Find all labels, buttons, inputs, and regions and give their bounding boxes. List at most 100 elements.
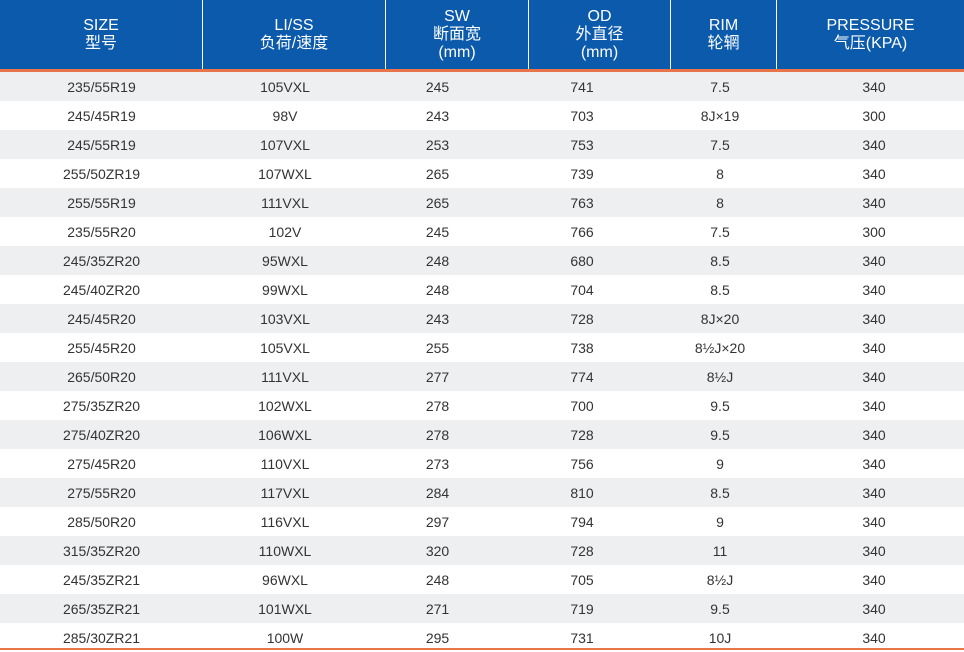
cell-od: 739 [570,165,594,182]
header-rim-en: RIM [708,16,739,34]
cell-od: 728 [570,542,594,559]
cell-od: 728 [570,426,594,443]
cell-od: 680 [570,252,594,269]
cell-size: 255/50ZR19 [62,165,141,182]
cell-pressure: 340 [862,310,886,327]
table-row: 245/55R19 107VXL 253 753 7.5 340 [0,130,964,159]
cell-size: 245/35ZR21 [62,571,141,588]
header-pressure-en: PRESSURE [826,16,915,34]
cell-li-ss: 102WXL [258,397,312,414]
cell-od: 700 [570,397,594,414]
table-row: 275/55R20 117VXL 284 810 8.5 340 [0,478,964,507]
cell-li-ss: 103VXL [260,310,310,327]
cell-pressure: 340 [862,78,886,95]
cell-od: 731 [570,629,594,646]
cell-rim: 7.5 [710,223,730,240]
cell-od: 810 [570,484,594,501]
cell-sw: 245 [425,78,450,95]
header-accent-line [0,69,964,72]
cell-od: 794 [570,513,594,530]
table-row: 265/50R20 111VXL 277 774 8½J 340 [0,362,964,391]
cell-li-ss: 107WXL [258,165,312,182]
cell-pressure: 340 [862,484,886,501]
header-li-ss: LI/SS 负荷/速度 [203,0,386,69]
table-row: 235/55R19 105VXL 245 741 7.5 340 [0,72,964,101]
cell-od: 763 [570,194,594,211]
cell-li-ss: 101WXL [258,600,312,617]
cell-pressure: 300 [862,107,886,124]
cell-li-ss: 99WXL [262,281,308,298]
cell-size: 235/55R19 [67,78,136,95]
cell-size: 265/50R20 [67,368,136,385]
cell-sw: 277 [425,368,450,385]
cell-od: 766 [570,223,594,240]
header-sw-zh: 断面宽 [432,25,481,43]
cell-pressure: 340 [862,513,886,530]
table-row: 245/45R20 103VXL 243 728 8J×20 340 [0,304,964,333]
cell-pressure: 300 [862,223,886,240]
table-row: 245/45R19 98V 243 703 8J×19 300 [0,101,964,130]
cell-pressure: 340 [862,542,886,559]
cell-rim: 8 [716,194,724,211]
cell-pressure: 340 [862,339,886,356]
header-rim-zh: 轮辋 [707,34,740,52]
cell-size: 275/40ZR20 [62,426,141,443]
header-pressure-zh: 气压(KPA) [833,34,908,52]
header-size-zh: 型号 [84,34,117,52]
cell-sw: 243 [425,107,450,124]
cell-rim: 9.5 [710,426,730,443]
cell-od: 741 [570,78,594,95]
cell-rim: 9.5 [710,600,730,617]
table-row: 285/50R20 116VXL 297 794 9 340 [0,507,964,536]
cell-od: 704 [570,281,594,298]
cell-sw: 273 [425,455,450,472]
header-od: OD 外直径 (mm) [529,0,671,69]
cell-sw: 271 [425,600,450,617]
table-row: 235/55R20 102V 245 766 7.5 300 [0,217,964,246]
cell-size: 275/45R20 [67,455,136,472]
cell-sw: 278 [425,426,450,443]
table-body: 235/55R19 105VXL 245 741 7.5 340 245/45R19 98V 2… [0,72,964,652]
table-row: 255/55R19 111VXL 265 763 8 340 [0,188,964,217]
header-od-zh: 外直径 [575,25,624,43]
cell-pressure: 340 [862,600,886,617]
cell-li-ss: 110VXL [260,455,310,472]
cell-pressure: 340 [862,281,886,298]
cell-size: 255/45R20 [67,339,136,356]
cell-rim: 8½J [706,571,734,588]
cell-od: 728 [570,310,594,327]
header-od-en: OD [587,7,612,25]
header-size-en: SIZE [83,16,119,34]
cell-size: 245/40ZR20 [62,281,141,298]
cell-size: 275/35ZR20 [62,397,141,414]
cell-sw: 297 [425,513,450,530]
cell-size: 245/55R19 [67,136,136,153]
cell-li-ss: 96WXL [262,571,308,588]
cell-pressure: 340 [862,136,886,153]
cell-size: 255/55R19 [67,194,136,211]
cell-sw: 248 [425,281,450,298]
cell-pressure: 340 [862,426,886,443]
table-row: 255/50ZR19 107WXL 265 739 8 340 [0,159,964,188]
cell-li-ss: 102V [268,223,302,240]
header-pressure: PRESSURE 气压(KPA) [777,0,964,69]
cell-pressure: 340 [862,397,886,414]
cell-li-ss: 106WXL [258,426,312,443]
cell-li-ss: 117VXL [260,484,310,501]
cell-sw: 248 [425,252,450,269]
cell-size: 245/35ZR20 [62,252,141,269]
cell-rim: 8J×20 [700,310,740,327]
cell-rim: 8½J×20 [694,339,746,356]
table-row: 275/35ZR20 102WXL 278 700 9.5 340 [0,391,964,420]
cell-sw: 278 [425,397,450,414]
cell-li-ss: 107VXL [260,136,310,153]
table-row: 285/30ZR21 100W 295 731 10J 340 [0,623,964,652]
table-row: 315/35ZR20 110WXL 320 728 11 340 [0,536,964,565]
cell-od: 774 [570,368,594,385]
cell-size: 235/55R20 [67,223,136,240]
cell-sw: 320 [425,542,450,559]
cell-od: 753 [570,136,594,153]
table-row: 245/40ZR20 99WXL 248 704 8.5 340 [0,275,964,304]
cell-li-ss: 111VXL [261,194,309,211]
